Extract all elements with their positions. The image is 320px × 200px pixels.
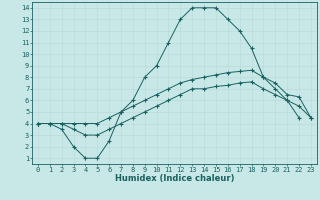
X-axis label: Humidex (Indice chaleur): Humidex (Indice chaleur) — [115, 174, 234, 183]
